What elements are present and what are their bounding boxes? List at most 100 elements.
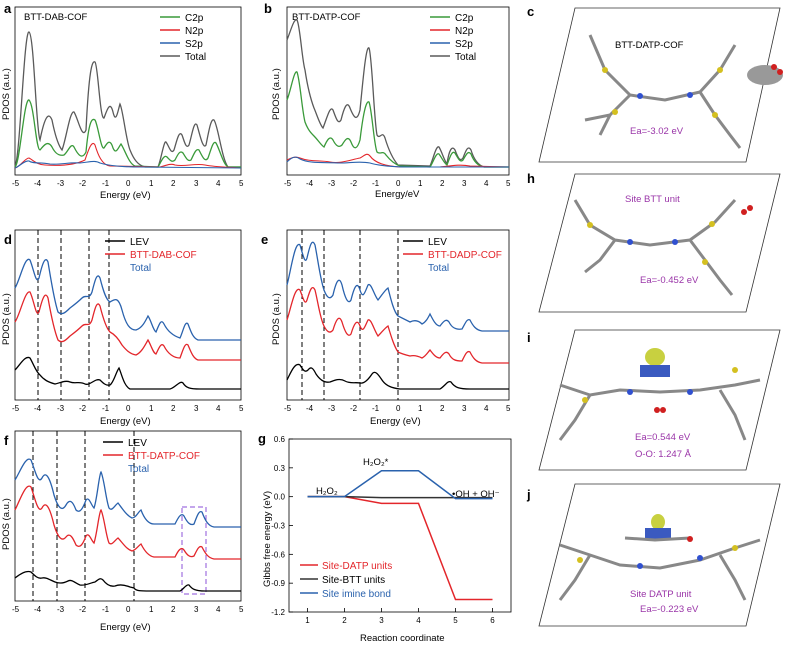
series-a-n2p [14,142,242,169]
legend-b-s2p: S2p [455,39,473,50]
svg-text:3: 3 [194,179,199,188]
panel-label-b: b [264,1,272,16]
svg-text:-4: -4 [34,605,42,614]
series-f-cof [14,485,241,560]
svg-text:1: 1 [149,404,154,413]
svg-text:-4: -4 [306,179,314,188]
annot-oh: •OH + OH⁻ [452,489,500,500]
panel-i-energy: Ea=0.544 eV [635,432,691,443]
svg-text:4: 4 [216,404,221,413]
legend-d-cof: BTT-DAB-COF [130,250,197,261]
panel-h-cell [538,173,781,313]
g-xtick-label: 3 [379,616,384,625]
svg-text:2: 2 [440,404,445,413]
panel-c-atoms [602,67,723,118]
svg-text:5: 5 [239,179,244,188]
svg-text:-3: -3 [57,179,65,188]
panel-h-framework [573,198,737,296]
series-b-total [286,19,509,168]
panel-b-xlabel: Energy/eV [375,189,420,200]
svg-text:1: 1 [149,605,154,614]
svg-text:1: 1 [149,179,154,188]
panel-e-xaxis: -5 -4 -3 -2 -1 0 1 2 3 4 5 [284,404,511,413]
g-ytick-label: -0.3 [271,522,285,531]
series-d-total [14,258,241,341]
panel-e-xlabel: Energy (eV) [370,416,421,427]
svg-text:0: 0 [126,404,131,413]
svg-text:2: 2 [171,179,176,188]
panel-f-highlight-box [181,506,207,595]
panel-d-legend: LEV BTT-DAB-COF Total [105,237,197,274]
svg-text:-5: -5 [12,605,20,614]
panel-g-xaxis: 1 2 3 4 5 6 [305,608,495,625]
svg-text:-5: -5 [12,404,20,413]
svg-text:-1: -1 [102,605,110,614]
panel-f-xlabel: Energy (eV) [100,622,151,633]
g-ytick-label: 0.6 [274,435,286,444]
panel-c-molecule [747,64,783,85]
panel-d: LEV BTT-DAB-COF Total -5 -4 -3 -2 -1 0 1… [1,229,244,427]
series-e-cof [286,286,509,364]
svg-text:-3: -3 [328,179,336,188]
svg-text:5: 5 [239,605,244,614]
panel-a-legend: C2p N2p S2p Total [160,13,206,63]
svg-text:-2: -2 [350,179,358,188]
g-ytick-label: -0.6 [271,550,285,559]
g-ytick-label: -1.2 [271,608,285,617]
svg-text:3: 3 [462,179,467,188]
svg-text:4: 4 [484,179,489,188]
panel-a-xaxis: -5 -4 -3 -2 -1 0 1 2 3 4 5 [12,179,244,188]
legend-b-n2p: N2p [455,26,474,37]
legend-a-total: Total [185,52,206,63]
svg-text:-3: -3 [57,605,65,614]
series-d-cof [14,291,241,361]
svg-text:4: 4 [216,179,221,188]
series-b-c2p [286,71,509,168]
svg-text:3: 3 [194,605,199,614]
legend-b-c2p: C2p [455,13,474,24]
legend-e-lev: LEV [428,237,447,248]
svg-text:-2: -2 [79,404,87,413]
legend-e-total: Total [428,263,449,274]
panel-a-ylabel: PDOS (a.u.) [1,68,12,120]
panel-c-cell [538,7,781,163]
panel-d-dashed-lines [37,230,110,400]
panel-e-legend: LEV BTT-DADP-COF Total [403,237,502,274]
panel-j-title: Site DATP unit [630,589,692,600]
series-a-c2p [14,99,241,168]
panel-c-structure: BTT-DATP-COF Ea=-3.02 eV [538,7,783,163]
panel-g-frame [288,438,512,613]
panel-d-ylabel: PDOS (a.u.) [1,293,12,345]
svg-text:-4: -4 [34,179,42,188]
legend-d-lev: LEV [130,237,149,248]
legend-f-cof: BTT-DATP-COF [128,451,200,462]
series-d-lev [14,356,241,390]
svg-text:-1: -1 [372,404,380,413]
g-xtick-label: 2 [342,616,347,625]
panel-f: LEV BTT-DATP-COF Total -5 -4 -3 -2 -1 0 … [1,430,244,633]
panel-d-frame [14,229,242,401]
svg-text:2: 2 [171,404,176,413]
svg-text:0: 0 [126,179,131,188]
panel-f-dashed-lines [32,431,135,601]
panel-f-frame [14,430,242,602]
panel-g-yaxis: 0.6 0.3 0.0 -0.3 -0.6 -0.9 -1.2 [271,435,293,617]
g-xtick-label: 4 [416,616,421,625]
panel-e-dashed-lines [301,230,399,400]
svg-text:-5: -5 [12,179,20,188]
panel-j-structure: Site DATP unit Ea=-0.223 eV [538,483,781,627]
panel-i-structure: Ea=0.544 eV O-O: 1.247 Å [538,329,781,471]
legend-a-s2p: S2p [185,39,203,50]
panel-b: BTT-DATP-COF C2p N2p S2p Total -5 -4 -3 … [271,6,511,200]
annot-h2o2-star: H₂O₂* [363,457,389,468]
svg-text:-1: -1 [102,179,110,188]
svg-text:-4: -4 [306,404,314,413]
panel-a-xlabel: Energy (eV) [100,190,151,201]
g-ytick-label: 0.0 [274,493,286,502]
series-e-lev [286,363,509,390]
panel-a-frame [14,6,242,176]
legend-f-lev: LEV [128,438,147,449]
svg-text:-1: -1 [372,179,380,188]
g-ytick-label: -0.9 [271,579,285,588]
